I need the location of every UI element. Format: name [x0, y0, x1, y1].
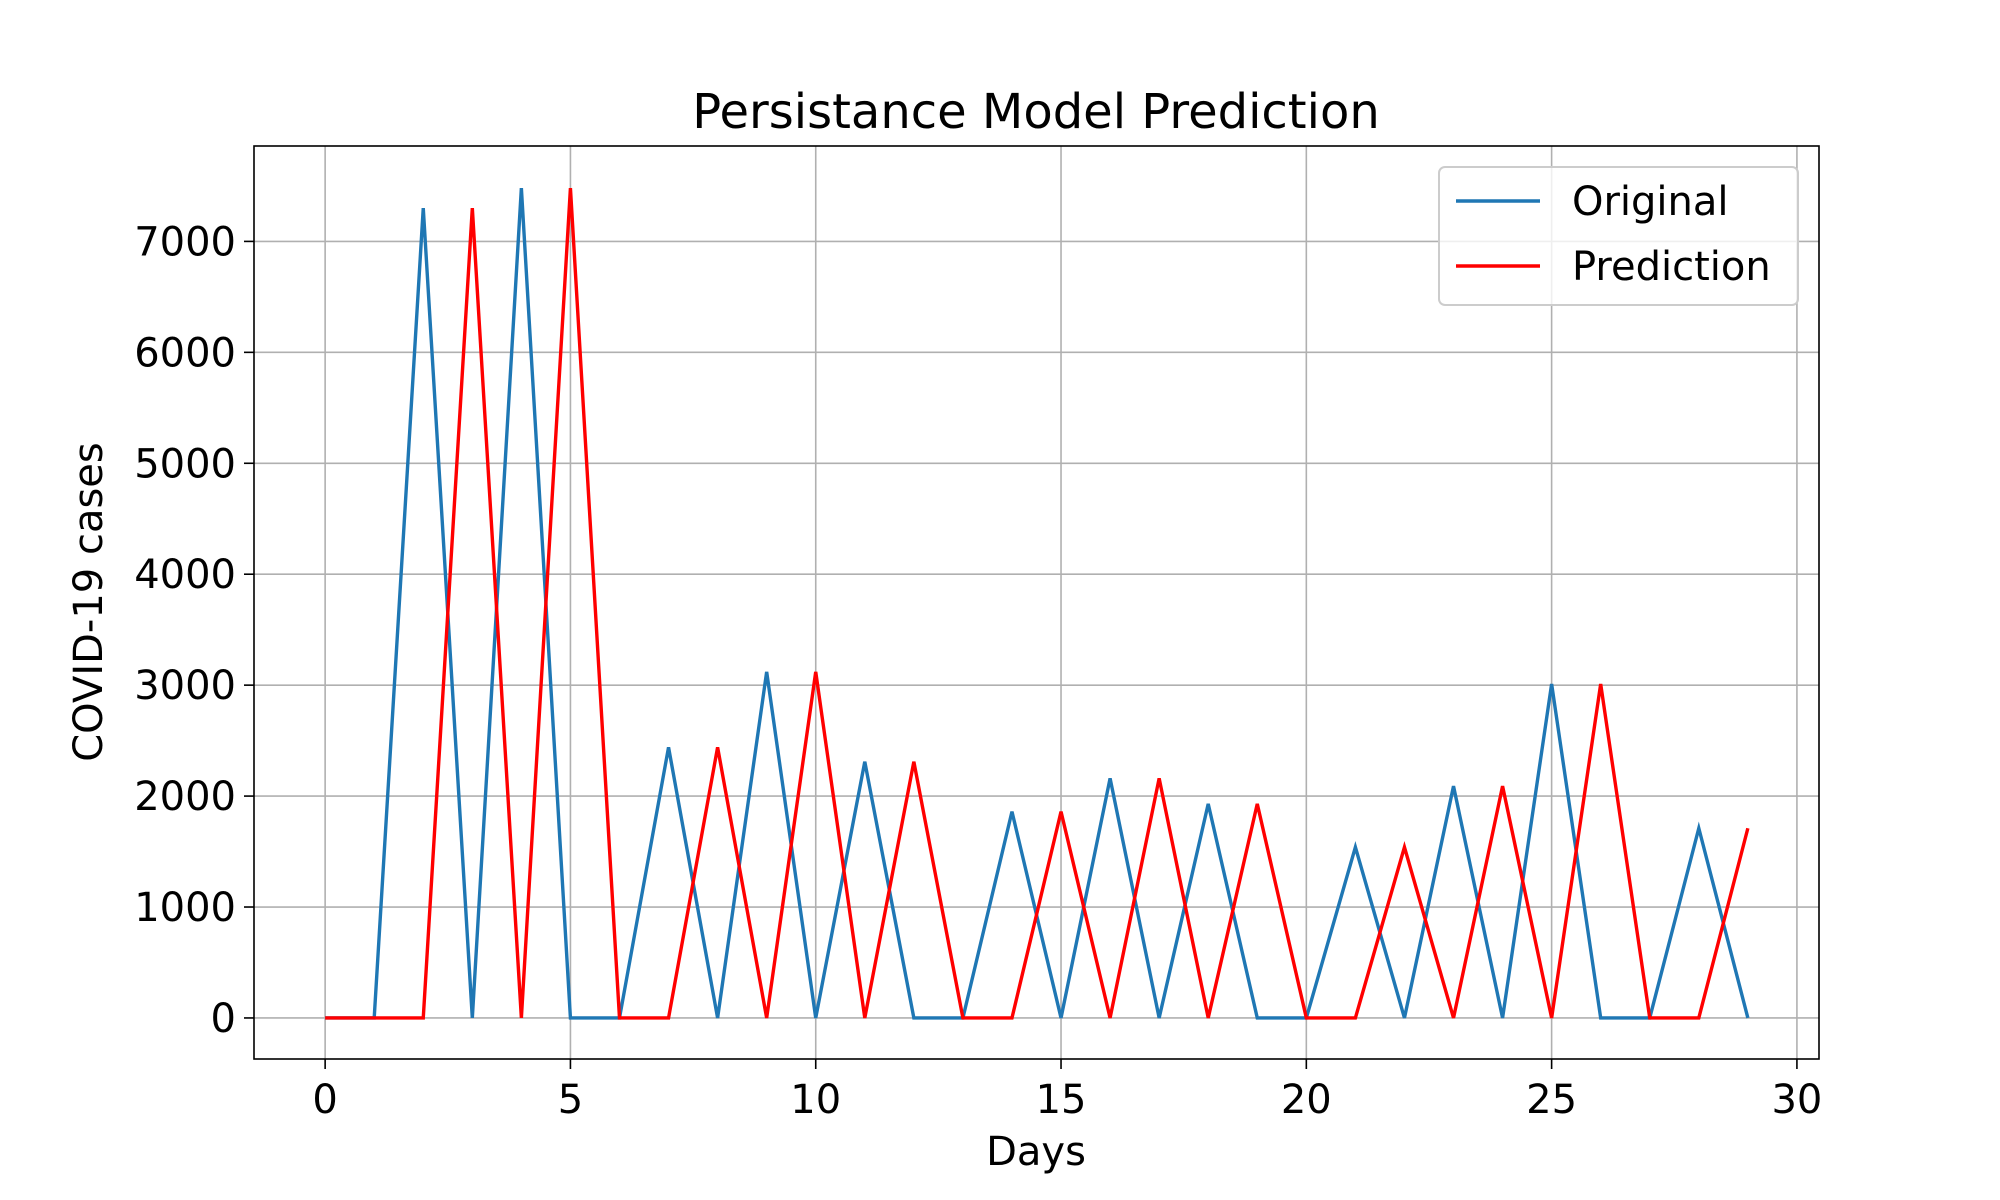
x-axis-label: Days: [986, 1129, 1086, 1175]
x-tick-label: 30: [1771, 1077, 1822, 1123]
series-lines: [325, 188, 1750, 1020]
chart-title: Persistance Model Prediction: [692, 84, 1380, 140]
y-tick-label: 7000: [134, 219, 236, 265]
series-line-prediction: [325, 188, 1750, 1020]
axis-ticks: 0 5 10 15 20 25 30 0 1000 2000 3000 4000 5000 6000 700…: [134, 219, 1822, 1123]
y-tick-label: 5000: [134, 441, 236, 487]
series-line-original: [325, 188, 1750, 1020]
x-tick-label: 15: [1036, 1077, 1087, 1123]
x-tick-label: 25: [1526, 1077, 1577, 1123]
y-tick-label: 1000: [134, 885, 236, 931]
y-tick-label: 2000: [134, 774, 236, 820]
legend-label-prediction: Prediction: [1572, 244, 1771, 290]
x-tick-label: 0: [312, 1077, 337, 1123]
y-tick-label: 0: [211, 996, 236, 1042]
x-tick-label: 10: [790, 1077, 841, 1123]
legend-label-original: Original: [1572, 179, 1729, 225]
plot-area-frame: [253, 145, 1820, 1060]
y-axis-label: COVID-19 cases: [66, 442, 112, 762]
x-tick-label: 20: [1281, 1077, 1332, 1123]
y-tick-label: 3000: [134, 663, 236, 709]
y-tick-label: 6000: [134, 330, 236, 376]
x-tick-label: 5: [558, 1077, 583, 1123]
legend: Original Prediction: [1438, 166, 1799, 306]
y-tick-label: 4000: [134, 552, 236, 598]
